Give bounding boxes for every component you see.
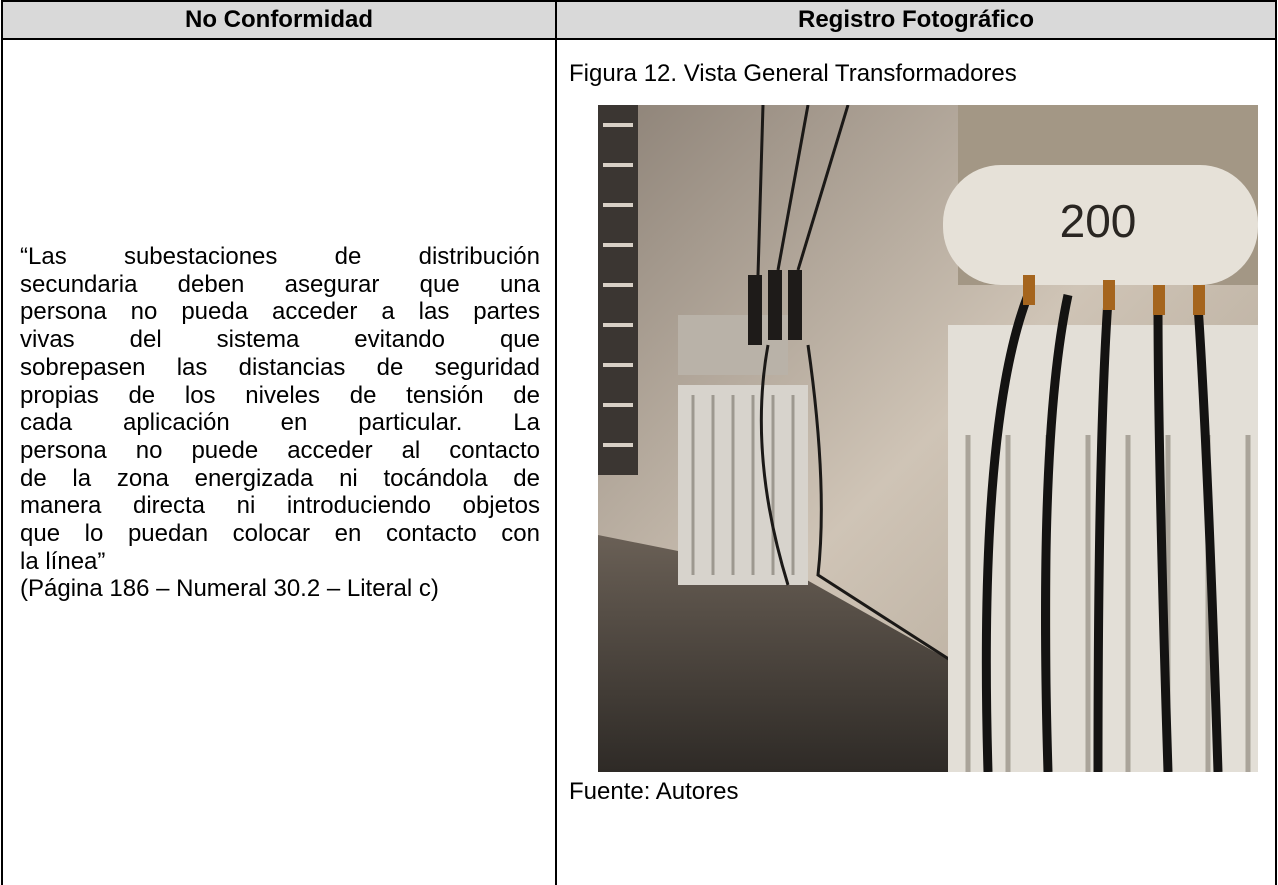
text-line: sobrepasen las distancias de seguridad xyxy=(20,353,540,381)
text-line: cada aplicación en particular. La xyxy=(20,409,540,437)
table-border xyxy=(1,0,1277,2)
table-border xyxy=(1,38,1277,40)
text-line: la línea” xyxy=(20,547,106,575)
header-cell: No Conformidad xyxy=(3,2,555,38)
figure-source: Fuente: Autores xyxy=(569,778,739,805)
text-line: de la zona energizada ni tocándola de xyxy=(20,464,540,492)
photo-text: 200 xyxy=(1060,195,1137,247)
text-line: manera directa ni introduciendo objetos xyxy=(20,492,540,520)
text-line: (Página 186 – Numeral 30.2 – Literal c) xyxy=(20,575,439,603)
text-line: que lo puedan colocar en contacto con xyxy=(20,520,540,547)
header-cell: Registro Fotográfico xyxy=(557,2,1275,38)
table-border xyxy=(555,0,557,885)
photo: 200 xyxy=(598,105,1258,772)
table-border xyxy=(1,0,3,885)
table-border xyxy=(1275,0,1277,885)
text-line: persona no pueda acceder a las partes xyxy=(20,298,540,326)
figure-caption: Figura 12. Vista General Transformadores xyxy=(569,60,1017,87)
text-line: propias de los niveles de tensión de xyxy=(20,381,540,409)
text-line: secundaria deben asegurar que una xyxy=(20,270,540,298)
text-line: vivas del sistema evitando que xyxy=(20,326,540,354)
text-line: “Las subestaciones de distribución xyxy=(20,243,540,270)
text-line: persona no puede acceder al contacto xyxy=(20,436,540,464)
